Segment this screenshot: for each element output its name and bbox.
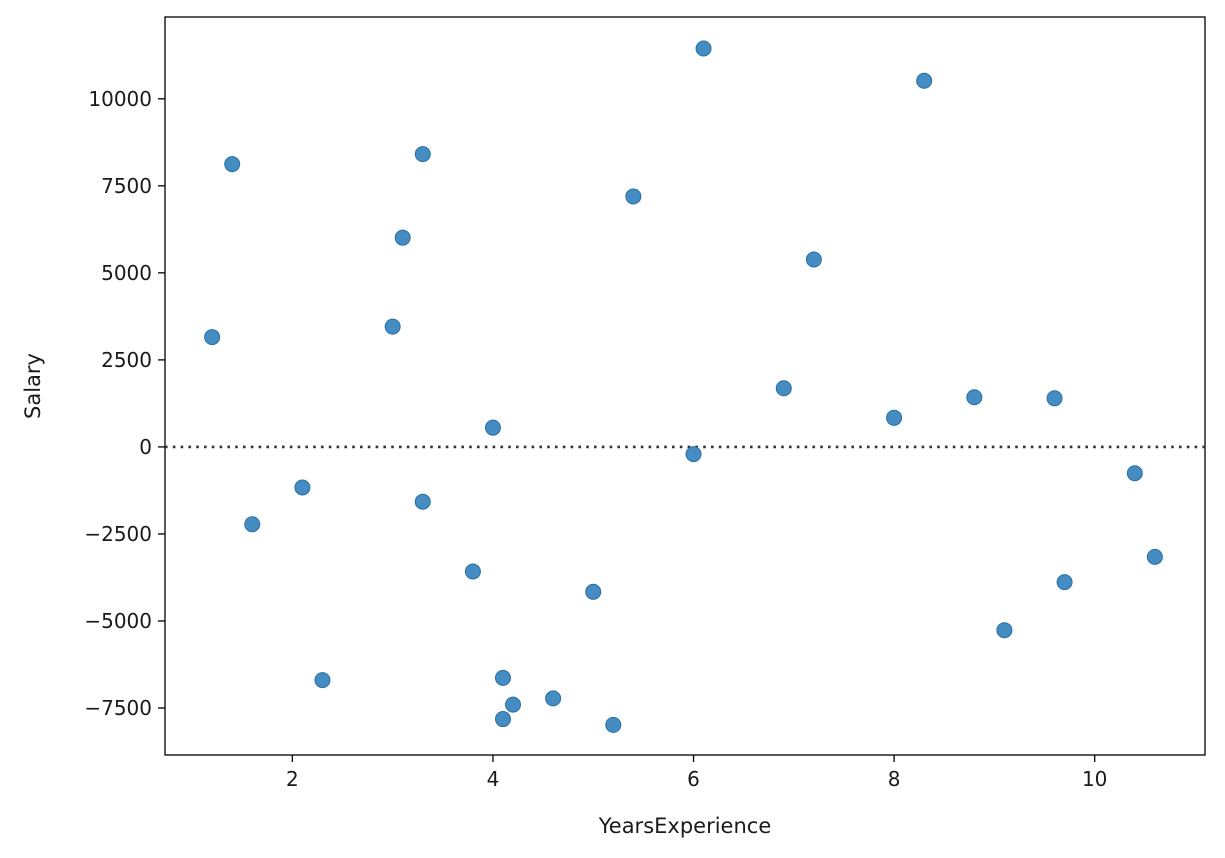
y-tick-label: 0 (139, 435, 152, 459)
data-point (314, 672, 331, 689)
data-point (775, 380, 792, 397)
data-point (685, 446, 702, 463)
y-axis-ticks: −7500 −5000 −2500 0 2500 5000 7500 10000 (84, 87, 165, 720)
data-point (224, 156, 241, 173)
data-point (414, 493, 431, 510)
x-axis-ticks: 2 4 6 8 10 (286, 755, 1107, 791)
y-tick-label: 7500 (101, 174, 152, 198)
plot-frame (164, 16, 1206, 756)
y-axis-label: Salary (21, 353, 45, 419)
data-point (695, 40, 712, 57)
data-point (805, 251, 822, 268)
y-tick-label: 2500 (101, 348, 152, 372)
data-point (394, 229, 411, 246)
data-point (384, 318, 401, 335)
data-point (886, 409, 903, 426)
x-tick-label: 4 (487, 767, 500, 791)
x-tick-label: 8 (888, 767, 901, 791)
data-point (1126, 465, 1143, 482)
y-tick-label: 10000 (88, 87, 152, 111)
data-point (996, 622, 1013, 639)
data-point (484, 419, 501, 436)
data-point (494, 711, 511, 728)
data-point (494, 669, 511, 686)
y-tick-label: −2500 (84, 522, 152, 546)
data-point (294, 479, 311, 496)
data-point (966, 389, 983, 406)
data-point (505, 696, 522, 713)
data-point (1146, 548, 1163, 565)
x-tick-label: 10 (1082, 767, 1107, 791)
plot-area (164, 16, 1206, 756)
data-point (1056, 574, 1073, 591)
scatter-points (204, 40, 1163, 733)
x-tick-label: 6 (687, 767, 700, 791)
y-tick-label: −7500 (84, 696, 152, 720)
data-point (204, 329, 221, 346)
data-point (585, 583, 602, 600)
data-point (605, 716, 622, 733)
data-point (464, 563, 481, 580)
data-point (545, 690, 562, 707)
data-point (625, 188, 642, 205)
data-point (1046, 390, 1063, 407)
data-point (414, 146, 431, 163)
data-point (916, 72, 933, 89)
x-axis-label: YearsExperience (598, 814, 772, 838)
y-tick-label: −5000 (84, 609, 152, 633)
y-tick-label: 5000 (101, 261, 152, 285)
x-tick-label: 2 (286, 767, 299, 791)
data-point (244, 516, 261, 533)
